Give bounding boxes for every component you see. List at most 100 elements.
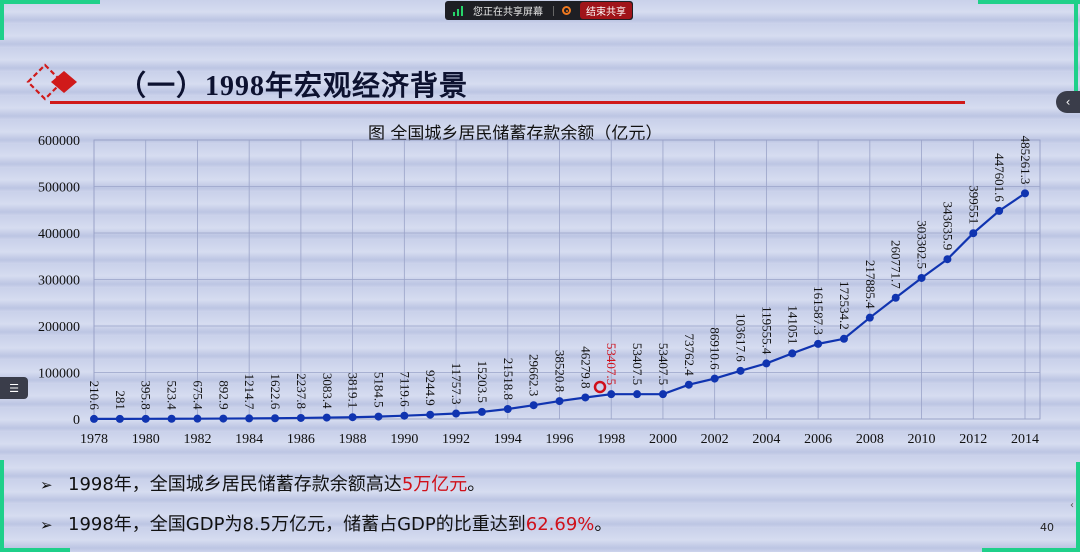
data-point <box>452 409 461 418</box>
screen-share-border <box>0 548 70 552</box>
data-label: 141051 <box>785 305 800 344</box>
record-icon[interactable] <box>562 6 571 15</box>
data-label: 217885.4 <box>863 260 878 309</box>
data-label: 1622.6 <box>268 373 283 409</box>
data-label: 395.8 <box>139 381 154 410</box>
collapse-chevron-icon[interactable]: ‹ <box>1070 500 1074 511</box>
data-label: 21518.8 <box>501 358 516 400</box>
data-point <box>141 414 150 423</box>
data-point <box>374 412 383 421</box>
data-label: 343635.9 <box>940 201 955 250</box>
screen-share-border <box>1074 0 1078 100</box>
y-tick-label: 500000 <box>38 181 80 196</box>
x-tick-label: 1986 <box>287 432 315 447</box>
data-label: 281 <box>113 390 128 410</box>
y-tick-label: 400000 <box>38 227 80 242</box>
y-tick-label: 100000 <box>38 367 80 382</box>
data-label: 53407.5 <box>630 343 645 385</box>
data-point <box>788 349 797 358</box>
chevron-left-icon[interactable]: ‹ <box>1056 91 1080 113</box>
data-point <box>684 380 693 389</box>
data-label: 103617.6 <box>734 313 749 362</box>
data-point <box>891 293 900 302</box>
data-point <box>90 414 98 423</box>
data-label: 675.4 <box>190 380 205 410</box>
data-point <box>245 414 254 423</box>
x-tick-label: 1990 <box>390 432 418 447</box>
chart-title: 图 全国城乡居民储蓄存款余额（亿元） <box>368 124 663 144</box>
y-tick-label: 600000 <box>38 134 80 149</box>
data-label: 2237.8 <box>294 373 309 409</box>
x-tick-label: 2006 <box>804 432 832 447</box>
screen-share-border <box>982 548 1080 552</box>
screen-share-toolbar: 您正在共享屏幕 结束共享 <box>445 1 633 20</box>
x-tick-label: 2010 <box>908 432 936 447</box>
data-label: 447601.6 <box>992 153 1007 202</box>
y-tick-label: 0 <box>73 413 80 428</box>
bullet-item: ➢ 1998年，全国GDP为8.5万亿元，储蓄占GDP的比重达到62.69%。 <box>40 510 612 536</box>
data-label: 15203.5 <box>475 361 490 403</box>
menu-list-icon[interactable]: ☰ <box>0 377 28 399</box>
bullet-suffix: 。 <box>594 514 613 535</box>
data-label: 86910.6 <box>708 327 723 370</box>
data-point <box>115 414 124 423</box>
data-label: 9244.9 <box>423 370 438 406</box>
data-point <box>865 313 874 322</box>
data-label: 5184.5 <box>371 372 386 408</box>
data-point <box>193 414 202 423</box>
data-label: 29662.3 <box>527 354 542 396</box>
data-label: 73762.4 <box>682 333 697 376</box>
page-number: 40 <box>1040 521 1054 534</box>
bullet-arrow-icon: ➢ <box>40 516 53 534</box>
bullet-item: ➢ 1998年，全国城乡居民储蓄存款余额高达5万亿元。 <box>40 470 485 496</box>
data-point <box>736 366 745 375</box>
bullet-suffix: 。 <box>467 474 486 495</box>
data-label: 892.9 <box>216 380 231 409</box>
toolbar-divider <box>553 5 554 16</box>
annotation-circle-icon <box>593 380 607 394</box>
data-point <box>322 413 331 422</box>
title-diamond-icon <box>26 63 77 101</box>
x-tick-label: 2002 <box>701 432 729 447</box>
x-tick-label: 1982 <box>183 432 211 447</box>
data-point <box>839 334 848 343</box>
x-tick-label: 1978 <box>80 432 108 447</box>
title-underline <box>50 101 965 104</box>
data-point <box>529 401 538 410</box>
x-tick-label: 1992 <box>442 432 470 447</box>
data-point <box>710 374 719 383</box>
data-label: 1214.7 <box>242 374 257 410</box>
data-point <box>348 413 357 422</box>
bullet-text: 1998年，全国GDP为8.5万亿元，储蓄占GDP的比重达到 <box>68 514 526 535</box>
data-label: 172534.2 <box>837 281 852 330</box>
x-tick-label: 1988 <box>339 432 367 447</box>
data-label: 3819.1 <box>346 372 361 408</box>
data-label: 7119.6 <box>397 371 412 407</box>
x-tick-label: 2000 <box>649 432 677 447</box>
data-point <box>555 397 564 406</box>
data-label: 119555.4 <box>759 306 774 355</box>
x-tick-label: 1980 <box>132 432 160 447</box>
data-label: 485261.3 <box>1018 136 1033 185</box>
data-point <box>296 413 305 422</box>
screen-share-border <box>0 0 4 40</box>
bullet-highlight: 62.69% <box>525 514 595 535</box>
data-point <box>969 229 978 238</box>
data-point <box>581 393 590 402</box>
data-point <box>167 414 176 423</box>
x-tick-label: 2008 <box>856 432 884 447</box>
x-tick-label: 2012 <box>959 432 987 447</box>
data-point <box>477 407 486 416</box>
data-point <box>633 390 642 399</box>
x-tick-label: 2014 <box>1011 432 1039 447</box>
screen-share-border <box>0 0 100 4</box>
data-point <box>814 339 823 348</box>
screen-share-border <box>978 0 1080 4</box>
data-point <box>762 359 771 368</box>
data-label: 46279.8 <box>578 346 593 388</box>
data-label: 260771.7 <box>889 240 904 289</box>
y-tick-label: 200000 <box>38 320 80 335</box>
stop-sharing-button[interactable]: 结束共享 <box>580 2 632 19</box>
share-status-text: 您正在共享屏幕 <box>473 7 543 18</box>
data-point <box>271 414 280 423</box>
